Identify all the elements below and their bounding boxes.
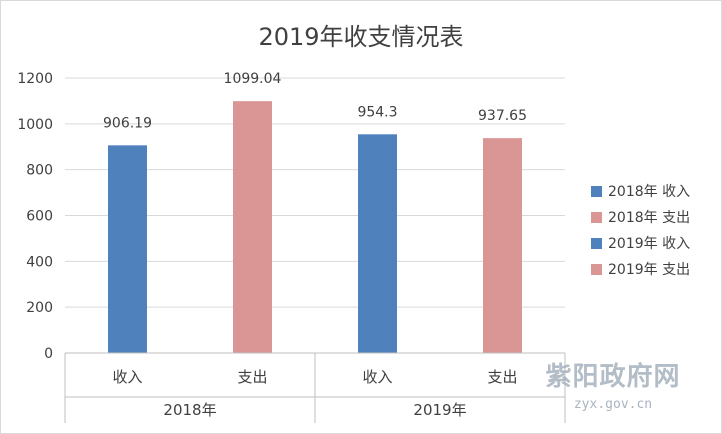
data-label: 954.3	[357, 104, 397, 120]
group-label: 2018年	[163, 401, 216, 419]
data-label: 937.65	[478, 108, 527, 124]
y-tick-label: 200	[26, 300, 53, 316]
chart-title: 2019年收支情况表	[258, 23, 463, 51]
legend-swatch	[591, 264, 602, 275]
y-axis-tick-labels: 0 200 400 600 800 1000 1200	[17, 71, 53, 362]
bar	[108, 145, 147, 353]
legend-entry: 2018年 支出	[608, 210, 690, 226]
x-axis: 收入 支出 2018年 收入 支出 2019年	[64, 352, 566, 423]
y-tick-label: 0	[44, 346, 53, 362]
bar	[483, 138, 522, 353]
y-tick-label: 400	[26, 254, 53, 270]
group-label: 2019年	[413, 401, 466, 419]
legend-entry: 2018年 收入	[608, 184, 690, 200]
y-tick-label: 600	[26, 209, 53, 225]
data-labels: 906.19 1099.04 954.3 937.65	[103, 71, 527, 131]
y-tick-label: 800	[26, 163, 53, 179]
category-label: 支出	[237, 368, 267, 386]
bar	[233, 101, 272, 354]
watermark-url: zyx.gov.cn	[574, 397, 652, 412]
category-label: 收入	[112, 368, 142, 386]
watermark-text: 紫阳政府网	[545, 361, 680, 392]
data-label: 1099.04	[224, 71, 282, 87]
data-label: 906.19	[103, 115, 152, 131]
y-tick-label: 1000	[17, 117, 53, 133]
legend-entry: 2019年 收入	[608, 236, 690, 252]
bar	[358, 134, 397, 353]
category-label: 支出	[487, 368, 517, 386]
legend-swatch	[591, 186, 602, 197]
bars	[108, 101, 522, 354]
watermark: 紫阳政府网 zyx.gov.cn	[545, 361, 680, 412]
legend-swatch	[591, 212, 602, 223]
y-tick-label: 1200	[17, 71, 53, 87]
category-label: 收入	[362, 368, 392, 386]
legend-swatch	[591, 238, 602, 249]
legend-entry: 2019年 支出	[608, 262, 690, 278]
legend: 2018年 收入 2018年 支出 2019年 收入 2019年 支出	[591, 184, 690, 278]
gridlines	[65, 77, 565, 354]
